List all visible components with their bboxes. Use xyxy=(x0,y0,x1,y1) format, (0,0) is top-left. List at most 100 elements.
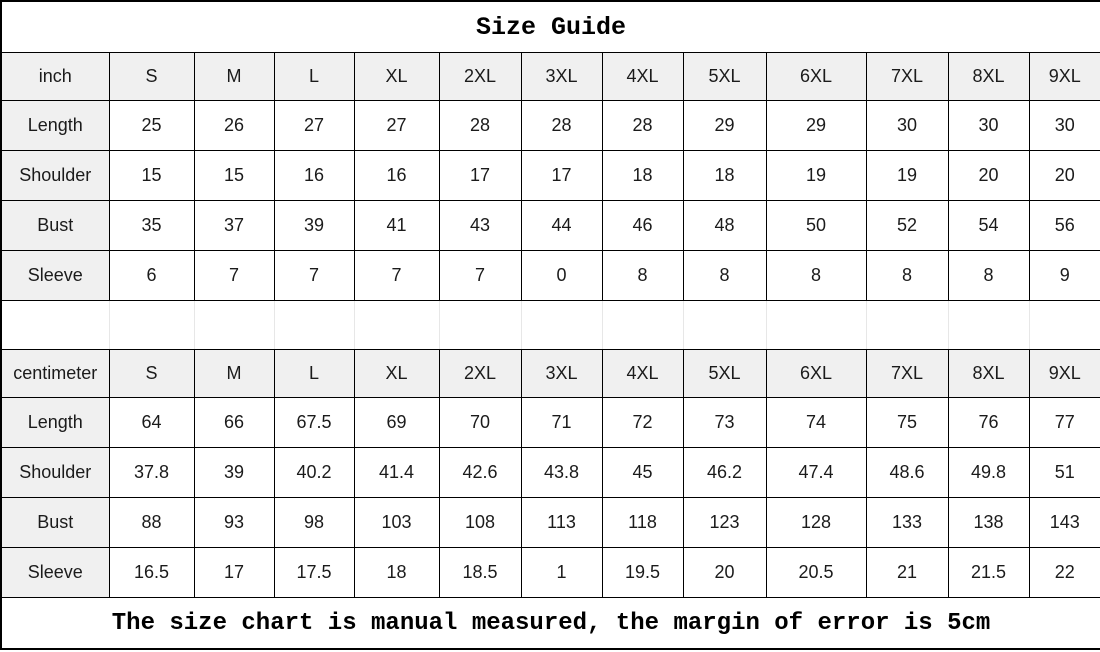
size-header-cell: 9XL xyxy=(1028,349,1100,398)
measurement-row: Bust 35 37 39 41 43 44 46 48 50 52 54 56 xyxy=(0,200,1100,251)
measurement-value-cell: 70 xyxy=(438,397,522,448)
measurement-value-cell: 52 xyxy=(865,200,949,251)
measurement-value-cell: 39 xyxy=(193,447,275,498)
measurement-value-cell: 72 xyxy=(601,397,684,448)
measurement-value-cell: 21.5 xyxy=(947,547,1030,598)
measurement-value-cell: 43.8 xyxy=(520,447,603,498)
measurement-value-cell: 66 xyxy=(193,397,275,448)
spacer-cell xyxy=(438,300,522,350)
spacer-cell xyxy=(193,300,275,350)
measurement-value-cell: 21 xyxy=(865,547,949,598)
measurement-value-cell: 39 xyxy=(273,200,355,251)
footer-note: The size chart is manual measured, the m… xyxy=(0,597,1100,650)
measurement-value-cell: 22 xyxy=(1028,547,1100,598)
size-header-cell: 7XL xyxy=(865,52,949,101)
measurement-value-cell: 17 xyxy=(438,150,522,201)
measurement-value-cell: 15 xyxy=(108,150,195,201)
measurement-value-cell: 18 xyxy=(353,547,440,598)
measurement-value-cell: 47.4 xyxy=(765,447,867,498)
measurement-value-cell: 133 xyxy=(865,497,949,548)
spacer-cell xyxy=(765,300,867,350)
measurement-value-cell: 76 xyxy=(947,397,1030,448)
measurement-value-cell: 8 xyxy=(947,250,1030,301)
measurement-label-cell: Bust xyxy=(0,497,110,548)
size-header-cell: 9XL xyxy=(1028,52,1100,101)
unit-cell: inch xyxy=(0,52,110,101)
measurement-value-cell: 93 xyxy=(193,497,275,548)
measurement-value-cell: 28 xyxy=(520,100,603,151)
measurement-value-cell: 48 xyxy=(682,200,767,251)
measurement-row: Length 25 26 27 27 28 28 28 29 29 30 30 30 xyxy=(0,100,1100,151)
measurement-label-cell: Bust xyxy=(0,200,110,251)
measurement-value-cell: 25 xyxy=(108,100,195,151)
measurement-value-cell: 6 xyxy=(108,250,195,301)
measurement-label-cell: Sleeve xyxy=(0,250,110,301)
spacer-cell xyxy=(273,300,355,350)
measurement-row: Sleeve 16.5 17 17.5 18 18.5 1 19.5 20 20.5 21 21.5 2… xyxy=(0,547,1100,598)
size-header-cell: 5XL xyxy=(682,52,767,101)
measurement-value-cell: 128 xyxy=(765,497,867,548)
measurement-value-cell: 16.5 xyxy=(108,547,195,598)
measurement-row: Length 64 66 67.5 69 70 71 72 73 74 75 76 77 xyxy=(0,397,1100,448)
measurement-label-cell: Shoulder xyxy=(0,447,110,498)
measurement-value-cell: 43 xyxy=(438,200,522,251)
size-header-cell: XL xyxy=(353,349,440,398)
measurement-value-cell: 75 xyxy=(865,397,949,448)
size-header-cell: 3XL xyxy=(520,349,603,398)
measurement-value-cell: 45 xyxy=(601,447,684,498)
measurement-value-cell: 41.4 xyxy=(353,447,440,498)
measurement-value-cell: 35 xyxy=(108,200,195,251)
unit-cell: centimeter xyxy=(0,349,110,398)
spacer-cell xyxy=(353,300,440,350)
size-header-cell: 4XL xyxy=(601,349,684,398)
measurement-value-cell: 16 xyxy=(353,150,440,201)
measurement-value-cell: 30 xyxy=(865,100,949,151)
measurement-value-cell: 51 xyxy=(1028,447,1100,498)
measurement-label-cell: Length xyxy=(0,397,110,448)
spacer-cell xyxy=(947,300,1030,350)
measurement-value-cell: 69 xyxy=(353,397,440,448)
measurement-value-cell: 17 xyxy=(193,547,275,598)
measurement-value-cell: 20 xyxy=(1028,150,1100,201)
measurement-value-cell: 73 xyxy=(682,397,767,448)
measurement-value-cell: 19.5 xyxy=(601,547,684,598)
measurement-value-cell: 54 xyxy=(947,200,1030,251)
measurement-value-cell: 17 xyxy=(520,150,603,201)
size-header-row: inch S M L XL 2XL 3XL 4XL 5XL 6XL 7XL 8XL 9XL xyxy=(0,52,1100,101)
measurement-value-cell: 8 xyxy=(682,250,767,301)
measurement-value-cell: 28 xyxy=(601,100,684,151)
measurement-value-cell: 44 xyxy=(520,200,603,251)
size-header-cell: 7XL xyxy=(865,349,949,398)
measurement-value-cell: 16 xyxy=(273,150,355,201)
measurement-value-cell: 108 xyxy=(438,497,522,548)
measurement-value-cell: 74 xyxy=(765,397,867,448)
measurement-value-cell: 29 xyxy=(682,100,767,151)
size-header-cell: 2XL xyxy=(438,349,522,398)
measurement-value-cell: 37 xyxy=(193,200,275,251)
measurement-value-cell: 15 xyxy=(193,150,275,201)
measurement-value-cell: 29 xyxy=(765,100,867,151)
size-header-cell: 3XL xyxy=(520,52,603,101)
measurement-value-cell: 19 xyxy=(865,150,949,201)
measurement-value-cell: 30 xyxy=(947,100,1030,151)
measurement-value-cell: 98 xyxy=(273,497,355,548)
measurement-value-cell: 18 xyxy=(682,150,767,201)
measurement-value-cell: 26 xyxy=(193,100,275,151)
measurement-value-cell: 37.8 xyxy=(108,447,195,498)
measurement-value-cell: 7 xyxy=(438,250,522,301)
measurement-row: Bust 88 93 98 103 108 113 118 123 128 133 138 143 xyxy=(0,497,1100,548)
measurement-value-cell: 143 xyxy=(1028,497,1100,548)
size-guide-title: Size Guide xyxy=(0,0,1100,53)
size-header-cell: XL xyxy=(353,52,440,101)
measurement-value-cell: 49.8 xyxy=(947,447,1030,498)
measurement-value-cell: 113 xyxy=(520,497,603,548)
measurement-value-cell: 118 xyxy=(601,497,684,548)
size-header-cell: L xyxy=(273,52,355,101)
measurement-value-cell: 41 xyxy=(353,200,440,251)
size-header-cell: L xyxy=(273,349,355,398)
measurement-row: Shoulder 37.8 39 40.2 41.4 42.6 43.8 45 46.2 47.4… xyxy=(0,447,1100,498)
spacer-cell xyxy=(108,300,195,350)
measurement-value-cell: 27 xyxy=(273,100,355,151)
